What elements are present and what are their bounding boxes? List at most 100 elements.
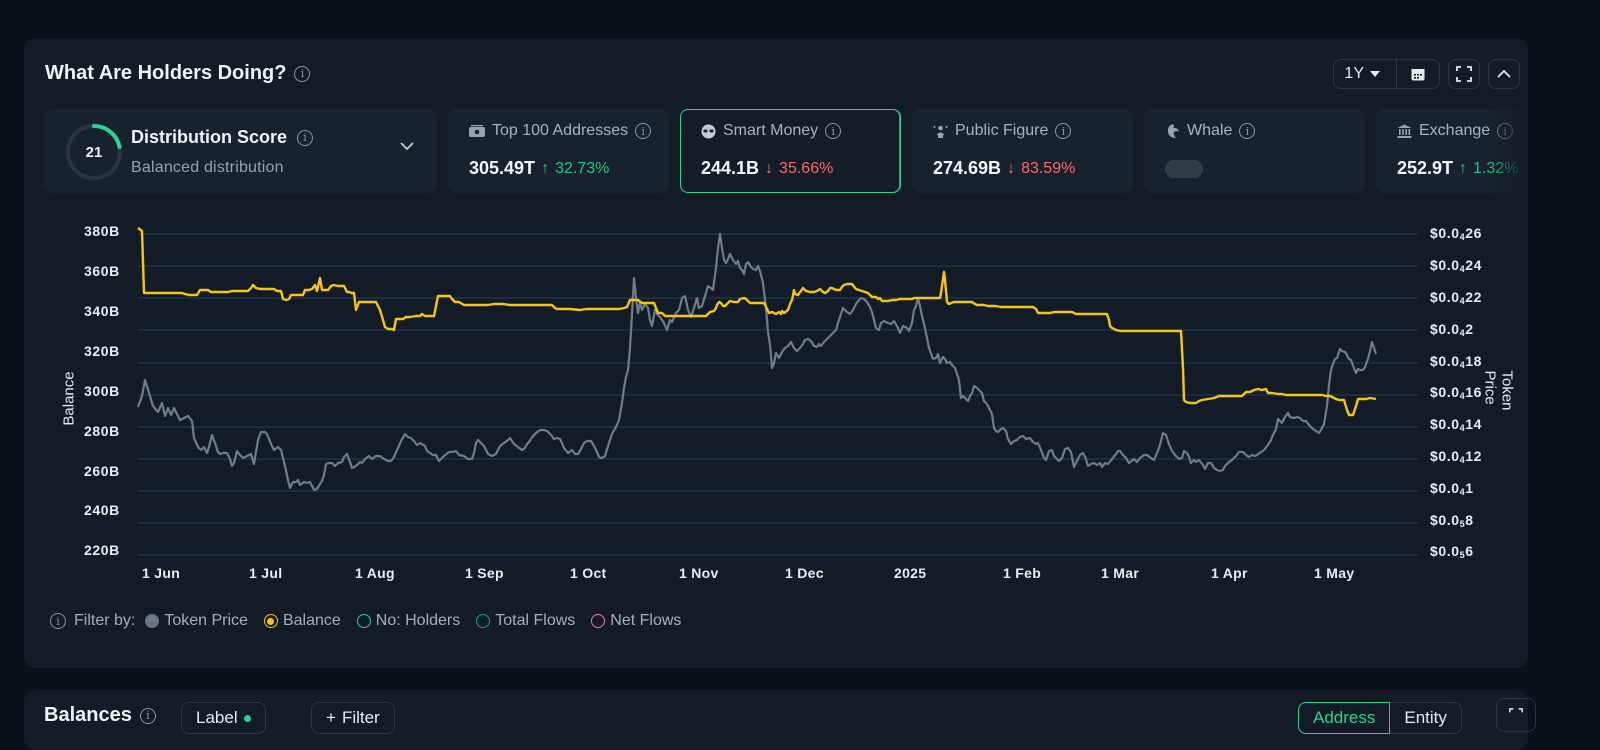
legend-dot [476, 614, 491, 628]
x-tick: 1 Sep [465, 565, 504, 581]
y2-tick: $0.042 [1430, 321, 1474, 338]
legend-dot [356, 614, 371, 628]
card-whale[interactable]: Whale i [1144, 109, 1365, 193]
card-public-figure[interactable]: Public Figure i 274.69B ↓ 83.59% [912, 109, 1133, 193]
card-header: Public Figure i [933, 122, 1072, 140]
arrow-down-icon: ↓ [1007, 159, 1016, 177]
legend-item-holders[interactable]: No: Holders [356, 612, 461, 630]
panel-title-text: What Are Holders Doing? [45, 62, 287, 84]
fullscreen-button[interactable] [1496, 698, 1536, 732]
legend-item-total-flows[interactable]: Total Flows [476, 612, 575, 630]
filter-button-text: Filter [341, 708, 380, 727]
y2-tick: $0.0422 [1430, 289, 1483, 306]
plus-icon: + [326, 708, 336, 727]
x-tick: 1 Jul [249, 565, 283, 581]
fullscreen-icon [1509, 708, 1523, 713]
cash-stack-icon [469, 124, 485, 137]
card-label: Top 100 Addresses [492, 122, 629, 139]
collapse-button[interactable] [1488, 59, 1520, 89]
arrow-down-icon: ↓ [765, 159, 774, 177]
distribution-sublabel: Balanced distribution [131, 159, 284, 176]
address-entity-toggle: Address Entity [1298, 702, 1462, 734]
legend-label: No: Holders [375, 612, 461, 629]
range-selector: 1Y [1333, 59, 1440, 89]
chart-legend: i Filter by: Token Price Balance No: Hol… [50, 612, 697, 630]
svg-text:21: 21 [86, 144, 103, 161]
card-value-row: 274.69B ↓ 83.59% [933, 158, 1075, 179]
fullscreen-icon [1456, 66, 1472, 82]
card-header: Smart Money i [701, 122, 842, 140]
range-dropdown[interactable]: 1Y [1334, 60, 1396, 88]
card-label: Public Figure [955, 122, 1049, 139]
range-value: 1Y [1344, 65, 1364, 82]
info-icon[interactable]: i [1055, 123, 1072, 139]
toggle-address[interactable]: Address [1298, 702, 1391, 734]
info-icon[interactable]: i [825, 123, 842, 139]
legend-dot [263, 614, 278, 628]
x-tick: 2025 [894, 565, 927, 581]
sunglasses-icon [701, 124, 716, 138]
card-change: 32.73% [555, 159, 610, 177]
x-tick: 1 Dec [785, 565, 824, 581]
y2-tick: $0.0416 [1430, 384, 1483, 401]
card-label: Smart Money [723, 122, 819, 139]
y2-tick: $0.0418 [1430, 353, 1483, 370]
chevron-up-icon [1497, 69, 1511, 78]
legend-item-token-price[interactable]: Token Price [145, 612, 248, 630]
info-icon[interactable]: i [50, 613, 66, 629]
y2-tick: $0.0426 [1430, 225, 1483, 242]
card-value-row: 244.1B ↓ 35.66% [701, 158, 833, 179]
toggle-entity[interactable]: Entity [1390, 702, 1462, 734]
balances-title: Balances i [44, 704, 156, 727]
y-tick: 340B [84, 303, 120, 319]
card-header: Whale i [1165, 122, 1256, 140]
score-gauge: 21 [66, 124, 122, 180]
panel-title: What Are Holders Doing? i [45, 62, 311, 85]
card-label: Whale [1187, 122, 1233, 139]
card-change: 83.59% [1021, 159, 1076, 177]
gridlines [138, 233, 1418, 556]
y2-tick: $0.0414 [1430, 416, 1483, 433]
holders-chart[interactable]: 380B 360B 340B 320B 300B 280B 260B 240B … [24, 218, 1528, 598]
info-icon[interactable]: i [139, 707, 156, 724]
info-icon[interactable]: i [294, 65, 311, 82]
card-label: Exchange [1419, 122, 1491, 139]
legend-dot [145, 614, 160, 628]
info-icon[interactable]: i [1239, 123, 1256, 139]
x-tick: 1 Apr [1211, 565, 1248, 581]
card-top100[interactable]: Top 100 Addresses i 305.49T ↑ 32.73% [448, 109, 669, 193]
y-tick: 280B [84, 423, 120, 439]
token-price-line [136, 232, 1378, 492]
info-icon[interactable]: i [635, 123, 652, 139]
balance-line [137, 227, 1377, 417]
y2-tick: $0.0424 [1430, 257, 1483, 274]
legend-label: Balance [282, 612, 341, 629]
balances-panel: Balances i Label + Filter Address Entity [24, 690, 1536, 750]
x-tick: 1 Mar [1101, 565, 1140, 581]
status-dot [243, 714, 251, 722]
info-icon[interactable]: i [297, 129, 314, 146]
whale-icon [1167, 123, 1179, 138]
y-tick: 240B [84, 502, 120, 518]
filter-button[interactable]: + Filter [311, 702, 395, 734]
card-value: 244.1B [701, 158, 760, 178]
x-tick: 1 Aug [355, 565, 395, 581]
y2-tick: $0.058 [1430, 512, 1474, 529]
distribution-score-title: Distribution Score i [131, 127, 314, 148]
fullscreen-button[interactable] [1448, 59, 1480, 89]
card-smart-money[interactable]: Smart Money i 244.1B ↓ 35.66% [680, 109, 901, 193]
public-figure-icon [933, 125, 948, 138]
distribution-score-card[interactable]: 21 Distribution Score i Balanced distrib… [44, 109, 437, 193]
chevron-down-icon[interactable] [400, 142, 414, 151]
legend-item-balance[interactable]: Balance [263, 612, 341, 630]
calendar-button[interactable] [1396, 60, 1439, 88]
legend-prefix: Filter by: [74, 612, 136, 629]
y-tick: 260B [84, 463, 120, 479]
arrow-up-icon: ↑ [1459, 159, 1468, 177]
chart-plot [136, 227, 1418, 556]
label-dropdown[interactable]: Label [181, 702, 266, 734]
y-tick: 360B [84, 263, 120, 279]
distribution-score-label: Distribution Score [131, 127, 288, 147]
x-tick: 1 Nov [679, 565, 719, 581]
legend-item-net-flows[interactable]: Net Flows [591, 612, 681, 630]
